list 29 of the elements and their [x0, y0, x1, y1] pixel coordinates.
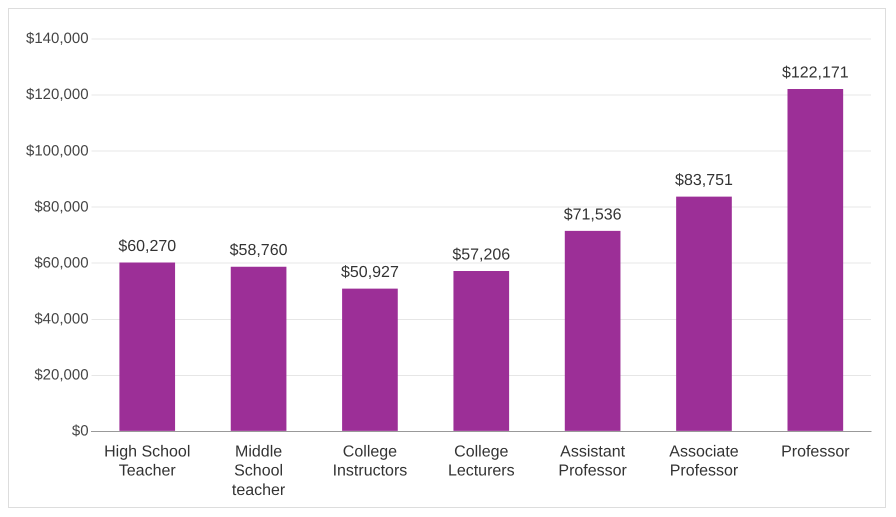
data-label: $60,270: [118, 238, 176, 255]
y-tick-label: $40,000: [34, 310, 89, 328]
x-tick-label: High School Teacher: [104, 443, 190, 480]
x-tick-label: Professor: [781, 443, 850, 460]
bar: [119, 262, 176, 431]
data-label: $71,536: [564, 206, 622, 224]
y-tick-label: $0: [72, 422, 89, 440]
bar: [453, 271, 510, 431]
bar: [787, 88, 844, 431]
x-tick-label: Associate Professor: [669, 443, 739, 480]
y-tick-label: $100,000: [26, 142, 89, 160]
bar: [676, 196, 732, 431]
bar: [564, 230, 620, 431]
bar: [342, 288, 398, 431]
x-tick-label: Assistant Professor: [558, 443, 628, 480]
x-tick-label: College Lecturers: [448, 443, 515, 480]
x-tick-label: Middle School teacher: [232, 443, 286, 499]
bar: [230, 266, 286, 431]
y-tick-label: $120,000: [26, 86, 89, 104]
y-tick-label: $60,000: [34, 254, 89, 272]
data-label: $57,206: [452, 246, 510, 264]
data-label: $58,760: [230, 242, 288, 260]
y-tick-label: $20,000: [34, 366, 89, 384]
data-label: $122,171: [782, 64, 849, 82]
data-label: $50,927: [341, 264, 399, 282]
data-label: $83,751: [675, 172, 733, 190]
y-tick-label: $80,000: [34, 198, 89, 216]
y-tick-label: $140,000: [26, 30, 89, 48]
x-tick-label: College Instructors: [332, 443, 408, 480]
